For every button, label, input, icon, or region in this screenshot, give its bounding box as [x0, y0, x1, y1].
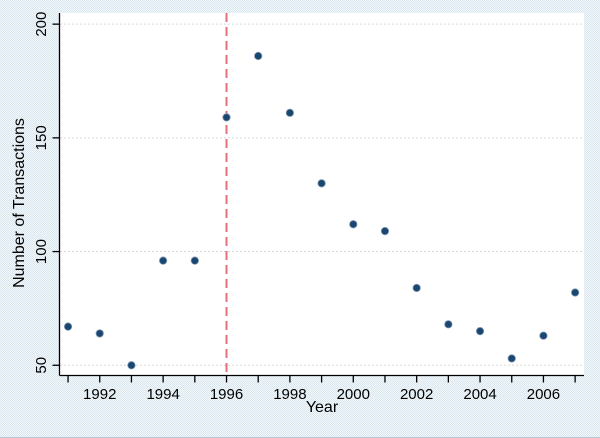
x-axis-title: Year: [306, 399, 339, 416]
data-point: [159, 256, 168, 265]
x-tick-label: 1996: [210, 386, 243, 403]
y-axis-title: Number of Transactions: [11, 118, 28, 288]
x-tick-label: 1994: [146, 386, 179, 403]
data-point: [380, 226, 390, 236]
data-point: [507, 354, 516, 363]
data-point: [63, 322, 73, 331]
x-tick-label: 1992: [83, 386, 116, 403]
data-point: [127, 361, 136, 370]
x-tick-label: 1998: [273, 386, 306, 403]
data-point: [190, 256, 199, 265]
data-point: [475, 327, 485, 336]
data-point: [317, 179, 326, 188]
data-point: [571, 288, 580, 297]
data-point: [254, 51, 263, 61]
data-point: [412, 283, 421, 293]
y-tick-label: 200: [33, 12, 50, 37]
y-tick-label: 50: [33, 357, 50, 374]
y-tick-label: 150: [33, 125, 50, 150]
data-point: [539, 331, 548, 340]
x-tick-label: 2002: [400, 386, 433, 403]
plot-area: [59, 13, 584, 376]
x-axis-ticks: 1992 1994 1996 1998 2000 2002 2004 2006: [67, 375, 576, 403]
scatter-points: [63, 51, 580, 370]
x-tick-label: 2000: [337, 386, 370, 403]
data-point: [349, 220, 358, 229]
y-axis-ticks: 50 100 150 200: [33, 12, 60, 374]
data-point: [444, 320, 453, 329]
gridlines: [60, 23, 584, 366]
data-point: [95, 329, 104, 338]
data-point: [222, 113, 231, 122]
x-tick-label: 2004: [463, 386, 496, 403]
data-point: [285, 108, 294, 117]
x-tick-label: 2006: [527, 386, 560, 403]
y-tick-label: 100: [33, 239, 50, 264]
